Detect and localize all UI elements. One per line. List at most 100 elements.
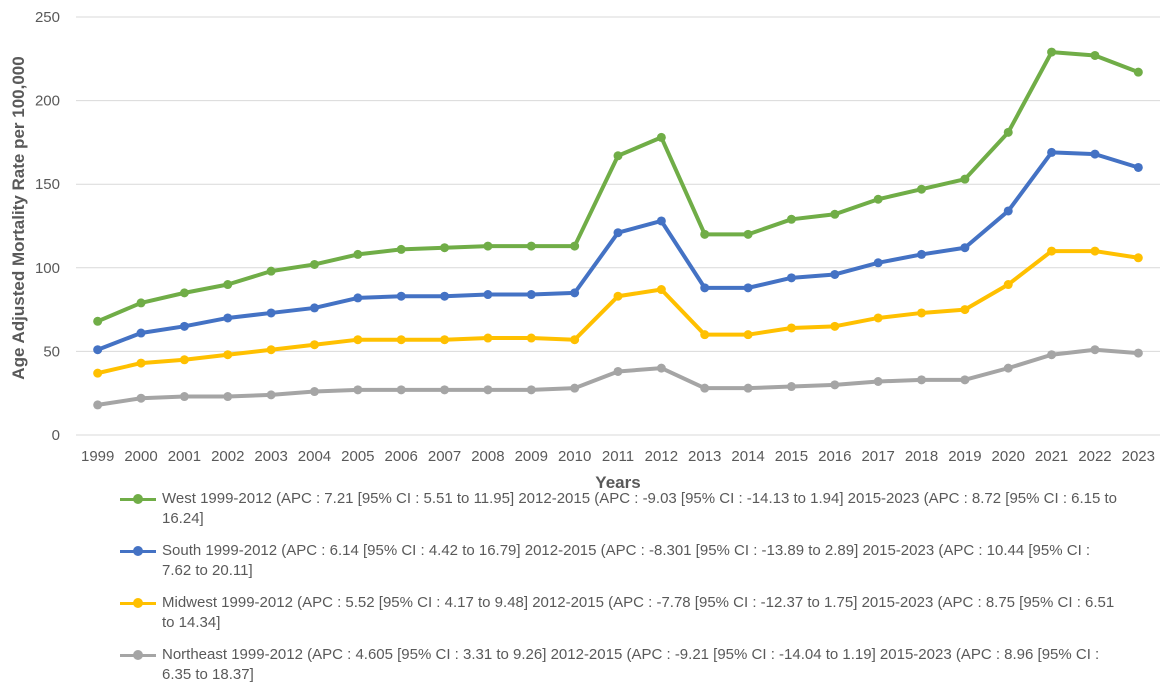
x-tick-label: 2001 [168,448,201,465]
x-axis-ticks: 1999 2000 2001 2002 2003 2004 2005 2006 2007 2008… [81,448,1155,465]
data-point [179,392,189,402]
legend: West 1999-2012 (APC : 7.21 [95% CI : 5.5… [120,489,1120,685]
x-tick-label: 2011 [602,448,634,465]
series-line [95,150,1141,352]
legend-item: West 1999-2012 (APC : 7.21 [95% CI : 5.5… [120,489,1120,529]
legend-label: West 1999-2012 (APC : 7.21 [95% CI : 5.5… [162,490,1118,527]
data-point [960,243,970,253]
data-point [873,313,883,323]
data-point [613,228,623,238]
series-3 [93,345,1143,410]
data-point [1133,67,1143,77]
data-point [309,340,319,350]
data-point [1003,280,1013,290]
data-point [786,214,796,224]
data-point [656,363,666,373]
data-point [786,273,796,283]
data-point [613,151,623,161]
data-point [526,385,536,395]
x-tick-label: 2014 [731,448,764,465]
data-point [1047,350,1057,360]
x-tick-label: 2012 [645,448,678,465]
series-1 [93,147,1143,355]
x-tick-label: 2017 [861,448,894,465]
data-point [1047,147,1057,157]
data-point [570,335,580,345]
data-point [396,335,406,345]
data-point [656,216,666,226]
y-axis-title: Age Adjusted Mortality Rate per 100,000 [9,56,28,379]
data-point [266,345,276,355]
data-point [700,283,710,293]
x-tick-label: 2008 [471,448,504,465]
series-0 [93,47,1143,326]
data-point [526,241,536,251]
data-point [960,174,970,184]
data-point [179,321,189,331]
x-tick-label: 2006 [385,448,418,465]
data-point [1090,149,1100,159]
data-point [1090,345,1100,355]
data-point [396,244,406,254]
data-point [873,194,883,204]
data-point [266,308,276,318]
data-point [743,229,753,239]
data-point [1090,50,1100,60]
legend-label: South 1999-2012 (APC : 6.14 [95% CI : 4.… [162,542,1091,579]
data-point [700,330,710,340]
data-point [570,241,580,251]
legend-swatch [120,546,156,556]
data-point [830,269,840,279]
data-point [656,285,666,295]
data-point [93,368,103,378]
data-point [136,393,146,403]
data-point [960,375,970,385]
legend-swatch [120,598,156,608]
data-point [613,366,623,376]
data-point [526,290,536,300]
data-point [309,387,319,397]
series-2 [93,246,1143,378]
data-point [1133,253,1143,263]
data-point [873,258,883,268]
x-tick-label: 2010 [558,448,591,465]
data-point [223,280,233,290]
x-tick-label: 2023 [1122,448,1155,465]
data-point [1133,162,1143,172]
legend-swatch [120,650,156,660]
data-point [223,350,233,360]
x-axis-title: Years [595,473,640,492]
data-point [570,383,580,393]
data-point [917,249,927,259]
data-point [136,358,146,368]
data-point [440,385,450,395]
y-tick-label: 200 [35,93,60,110]
y-tick-label: 250 [35,9,60,26]
series-line [95,50,1141,324]
data-point [353,293,363,303]
data-point [917,375,927,385]
data-point [960,305,970,315]
data-point [223,392,233,402]
data-point [656,132,666,142]
x-tick-label: 2020 [992,448,1025,465]
legend-item: Northeast 1999-2012 (APC : 4.605 [95% CI… [120,645,1120,685]
series-line [95,249,1141,376]
data-point [1003,206,1013,216]
data-point [136,328,146,338]
series-lines [93,47,1143,410]
data-point [786,382,796,392]
data-point [1003,363,1013,373]
data-point [353,249,363,259]
data-point [309,303,319,313]
x-tick-label: 2002 [211,448,244,465]
legend-label: Midwest 1999-2012 (APC : 5.52 [95% CI : … [162,594,1115,631]
data-point [1090,246,1100,256]
y-tick-label: 150 [35,176,60,193]
data-point [396,291,406,301]
data-point [917,308,927,318]
x-tick-label: 2015 [775,448,808,465]
y-tick-label: 50 [43,343,60,360]
legend-swatch [120,494,156,504]
